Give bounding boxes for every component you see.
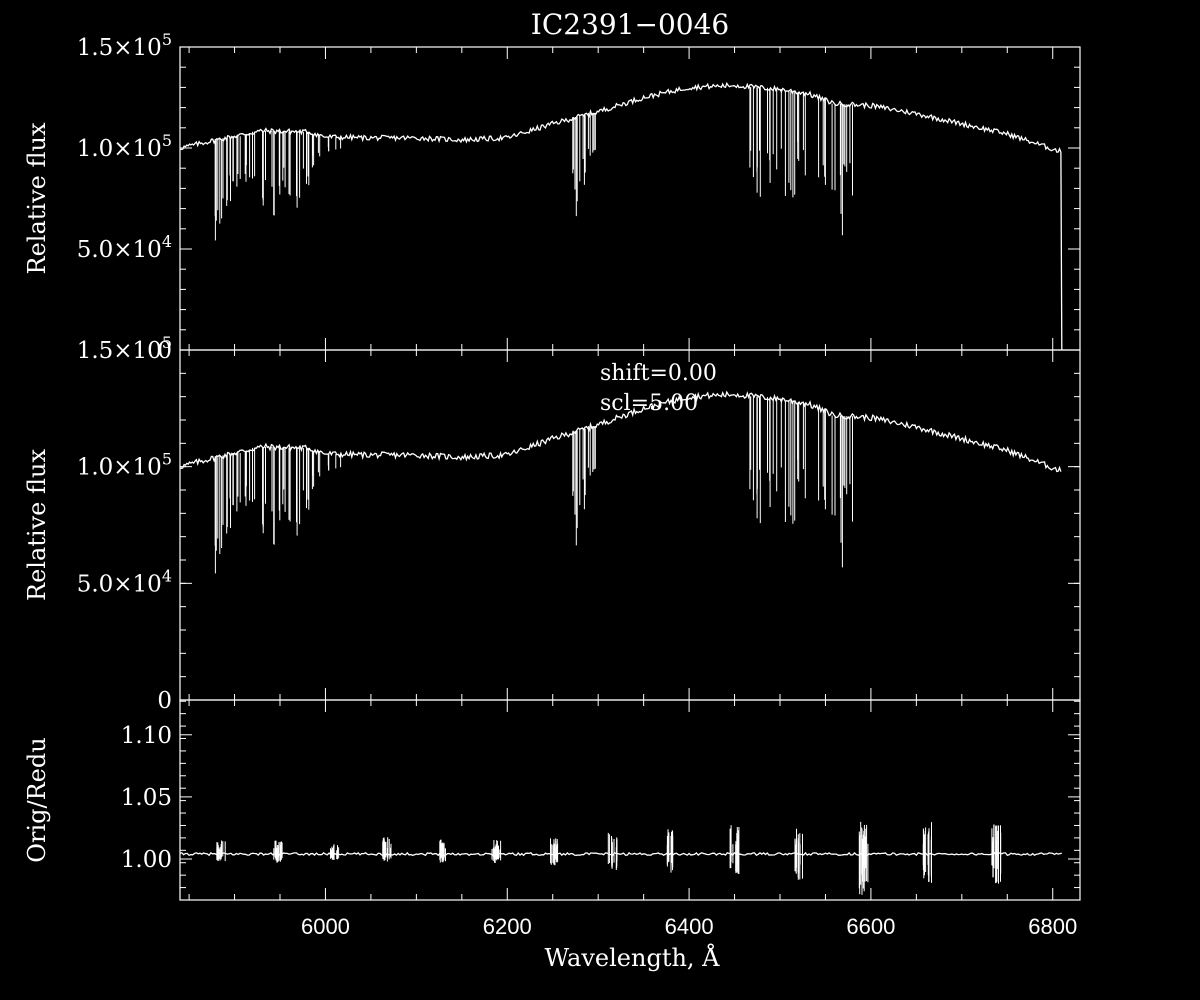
plot-frame: [179, 699, 1081, 901]
y-tick-label: 1.00: [121, 847, 172, 873]
shift-annotation: shift=0.00: [600, 361, 717, 386]
y-tick-label: 5.0×104: [77, 232, 172, 263]
x-tick-label: 6400: [665, 914, 714, 939]
scale-annotation: scl=5.00: [600, 391, 698, 416]
y-axis-label: Orig/Redu: [23, 737, 51, 862]
figure-title: IC2391−0046: [531, 8, 729, 41]
spectrum-line: [179, 390, 1062, 473]
x-tick-label: 6800: [1028, 914, 1077, 939]
panel-bottom: 6000 6200 6400 6600 6800 1.00 1.05 1.10 Orig/Red…: [23, 699, 1081, 939]
y-tick-label: 1.10: [121, 723, 172, 749]
spectrum-line: [179, 81, 1063, 351]
y-tick-label: 1.0×105: [77, 450, 172, 481]
y-tick-label: 1.5×105: [77, 333, 172, 364]
y-tick-label: 1.0×105: [77, 131, 172, 162]
x-tick-label: 6200: [483, 914, 532, 939]
ratio-line: [179, 851, 1062, 857]
y-axis-label: Relative flux: [23, 449, 51, 601]
y-tick-label: 1.5×105: [77, 30, 172, 61]
y-tick-label: 5.0×104: [77, 566, 172, 597]
y-tick-label: 1.05: [121, 785, 172, 811]
plot-frame: [179, 46, 1081, 351]
x-tick-label: 6000: [301, 914, 350, 939]
panel-middle: shift=0.00 scl=5.00 0 5.0×104 1.0×105 1.5×1…: [23, 333, 1081, 714]
x-axis-label: Wavelength, Å: [544, 943, 720, 972]
y-axis-label: Relative flux: [23, 122, 51, 274]
y-tick-label: 0: [157, 688, 172, 714]
x-tick-label: 6600: [846, 914, 895, 939]
y-tick-label: 0: [157, 338, 172, 364]
panel-top: 0 5.0×104 1.0×105 1.5×105 Relative flux: [23, 30, 1081, 364]
